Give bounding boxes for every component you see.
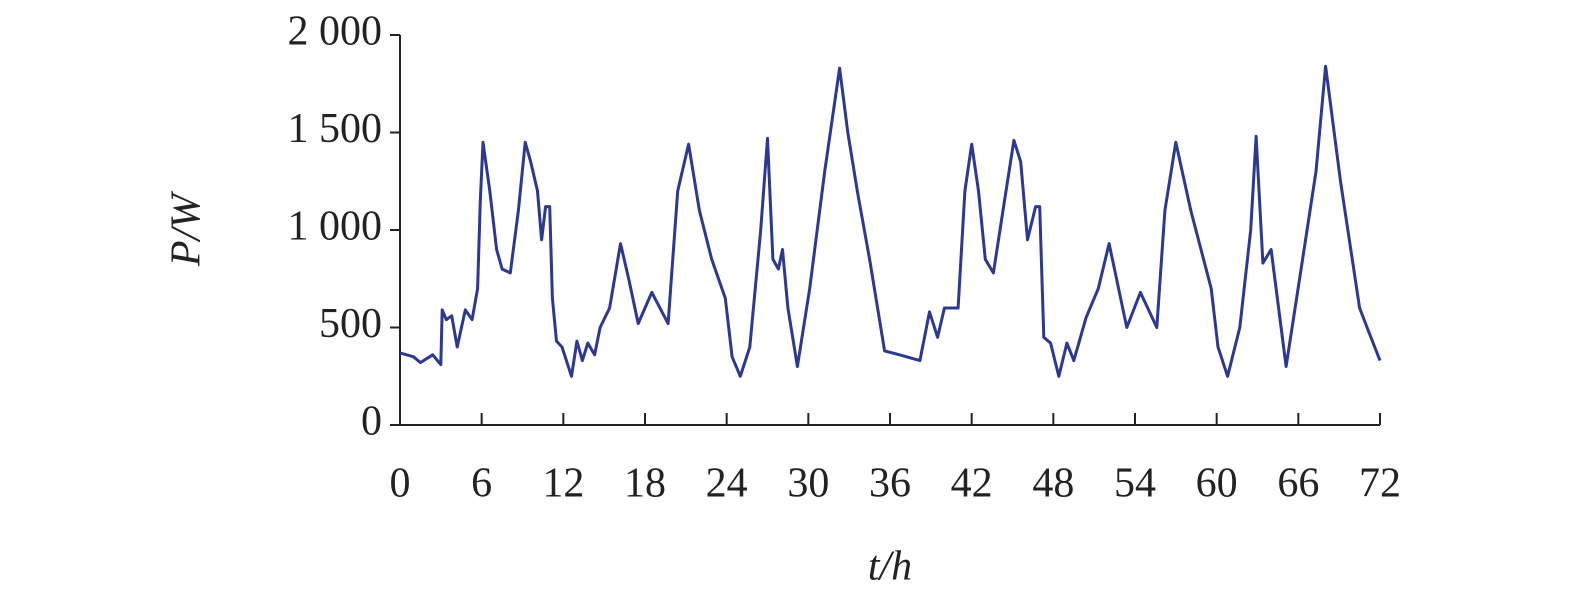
x-tick-label: 42	[951, 461, 993, 507]
x-tick-label: 72	[1359, 461, 1401, 507]
x-tick-label: 0	[390, 461, 411, 507]
y-tick-label: 2 000	[288, 9, 383, 55]
y-tick-label: 0	[361, 399, 382, 445]
line	[399, 64, 1382, 378]
x-tick-label: 66	[1277, 461, 1319, 507]
y-tick-label: 1 000	[288, 204, 383, 250]
x-tick-label: 36	[869, 461, 911, 507]
x-axis-label: t/h	[868, 544, 912, 590]
x-tick-label: 30	[787, 461, 829, 507]
x-tick-label: 6	[471, 461, 492, 507]
y-tick-label: 500	[319, 301, 382, 347]
y-axis-label: P/W	[164, 190, 210, 267]
x-tick-label: 12	[542, 461, 584, 507]
x-tick-label: 24	[706, 461, 748, 507]
y-tick-label: 1 500	[288, 106, 383, 152]
x-tick-label: 48	[1032, 461, 1074, 507]
x-tick-label: 54	[1114, 461, 1156, 507]
x-tick-label: 18	[624, 461, 666, 507]
x-tick-label: 60	[1196, 461, 1238, 507]
